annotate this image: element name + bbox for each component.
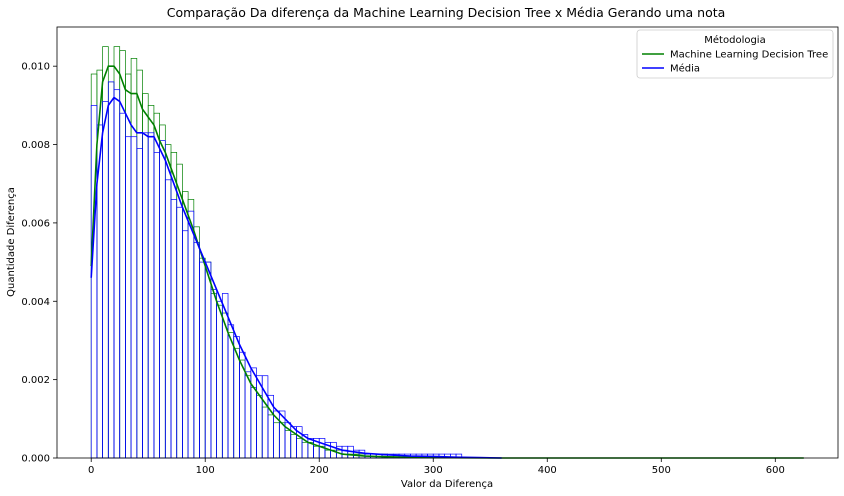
- histogram-bar: [182, 230, 189, 459]
- histogram-bar: [199, 261, 206, 459]
- x-tick-label: 300: [424, 465, 443, 476]
- legend-box: [636, 29, 834, 79]
- histogram-bar: [102, 101, 109, 459]
- histogram-bar: [147, 132, 155, 459]
- x-tick-label: 500: [652, 465, 671, 476]
- histogram-bar: [233, 347, 240, 459]
- y-axis-label: Quantidade Diferença: [6, 187, 17, 297]
- histogram-bar: [221, 312, 229, 459]
- histogram-bar: [147, 105, 155, 459]
- kde-lines: [90, 65, 804, 459]
- histogram-bar: [142, 93, 149, 459]
- histogram-bar: [239, 359, 246, 459]
- histogram-bar: [187, 199, 195, 459]
- histogram-bar: [307, 438, 314, 459]
- x-tick-label: 200: [310, 465, 329, 476]
- histogram-bar: [313, 445, 320, 459]
- histogram-bar: [176, 163, 183, 459]
- histogram-bar: [130, 57, 138, 459]
- histogram-bar: [204, 261, 212, 459]
- histogram-bar: [107, 81, 115, 459]
- histogram-bar: [142, 132, 149, 459]
- x-axis: 0 100 200 300 400 500 600: [88, 458, 785, 476]
- legend-title: Métodologia: [704, 34, 765, 46]
- histogram-bar: [204, 261, 212, 459]
- y-tick-label: 0.004: [21, 297, 50, 308]
- histogram-bar: [153, 112, 160, 459]
- histogram-bar: [250, 367, 257, 459]
- x-tick-label: 600: [766, 465, 785, 476]
- histogram-bar: [216, 304, 223, 459]
- legend: Métodologia Machine Learning Decision Tr…: [636, 29, 834, 79]
- histogram-bar: [244, 371, 252, 459]
- y-tick-label: 0.002: [21, 375, 50, 386]
- x-tick-label: 0: [88, 465, 94, 476]
- histogram-bar: [341, 445, 349, 459]
- y-tick-label: 0.008: [21, 140, 50, 151]
- legend-label-ml-decision-tree: Machine Learning Decision Tree: [670, 50, 828, 61]
- histogram-bar: [130, 136, 138, 459]
- histogram-bar: [210, 293, 217, 459]
- y-tick-label: 0.006: [21, 218, 50, 229]
- histogram-bar: [324, 449, 331, 459]
- plot-frame: [56, 26, 839, 459]
- histogram-bar: [113, 89, 121, 459]
- kde-line-media: [90, 96, 502, 459]
- histogram-bar: [125, 73, 132, 459]
- histogram-bar: [301, 441, 309, 459]
- histogram-bar: [278, 422, 286, 459]
- histogram-bar: [250, 387, 257, 459]
- histogram-bar: [159, 124, 166, 459]
- histogram-bar: [153, 152, 160, 459]
- histogram-bar: [176, 206, 183, 459]
- histogram-bar: [261, 406, 269, 459]
- x-tick-label: 100: [196, 465, 215, 476]
- histogram-bar: [227, 332, 235, 459]
- histogram-media: [90, 81, 463, 459]
- histogram-bar: [239, 351, 246, 459]
- y-tick-label: 0.010: [21, 62, 50, 73]
- histogram-bar: [136, 148, 143, 459]
- histogram-bar: [107, 81, 115, 459]
- x-axis-label: Valor da Diferença: [401, 479, 493, 490]
- histogram-bar: [216, 300, 223, 459]
- histogram-bar: [136, 69, 143, 459]
- histogram-bar: [170, 199, 178, 459]
- histogram-bar: [193, 226, 200, 459]
- y-tick-label: 0.000: [21, 454, 50, 465]
- kde-line-ml-decision-tree: [90, 65, 804, 459]
- histogram-bar: [199, 257, 206, 459]
- histogram-bar: [296, 438, 303, 459]
- histogram-bar: [210, 289, 217, 459]
- histogram-bar: [284, 430, 292, 459]
- histogram-bar: [267, 414, 274, 459]
- histogram-bar: [164, 144, 172, 459]
- y-axis: 0.000 0.002 0.004 0.006 0.008 0.010: [21, 62, 57, 465]
- legend-label-media: Média: [670, 63, 700, 75]
- histogram-bar: [244, 375, 252, 459]
- histogram-bar: [182, 191, 189, 459]
- histogram-bar: [187, 210, 195, 459]
- histogram-bar: [164, 179, 172, 459]
- histogram-bar: [119, 112, 126, 459]
- histogram-bar: [159, 140, 166, 459]
- chart-title: Comparação Da diferença da Machine Learn…: [167, 5, 726, 20]
- histogram-bar: [193, 242, 200, 459]
- histogram-bar: [256, 375, 263, 459]
- histogram-bar: [290, 434, 297, 459]
- x-tick-label: 400: [538, 465, 557, 476]
- histogram-bar: [273, 422, 280, 459]
- histogram-bar: [125, 136, 132, 459]
- histogram-bar: [113, 46, 121, 459]
- histogram-bar: [170, 152, 178, 459]
- histogram-bar: [256, 394, 263, 459]
